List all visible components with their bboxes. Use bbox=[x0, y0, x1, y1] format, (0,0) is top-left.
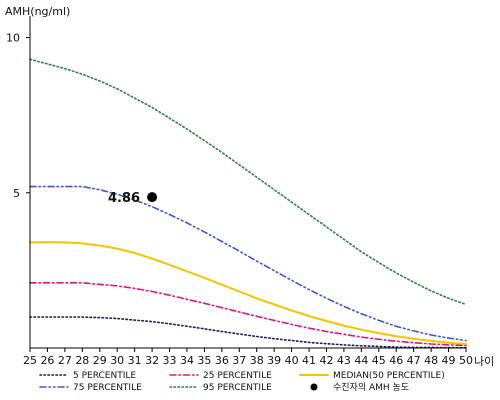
highlight-point-group: 4.86 bbox=[108, 191, 158, 206]
x-tick-label: 34 bbox=[180, 354, 194, 367]
x-tick-label: 44 bbox=[354, 354, 368, 367]
legend-label-25-percentile: 25 PERCENTILE bbox=[203, 371, 272, 381]
x-tick-label: 29 bbox=[93, 354, 107, 367]
highlight-point-marker bbox=[147, 192, 158, 203]
x-tick-label: 33 bbox=[163, 354, 177, 367]
series-line-25-percentile bbox=[29, 282, 467, 347]
x-tick-label: 40 bbox=[285, 354, 299, 367]
x-tick-label: 45 bbox=[372, 354, 386, 367]
y-axis-title: AMH(ng/ml) bbox=[5, 5, 70, 18]
legend-label-95-percentile: 95 PERCENTILE bbox=[203, 383, 272, 393]
x-tick-label: 36 bbox=[215, 354, 229, 367]
series-layer bbox=[29, 58, 467, 349]
series-line-75-percentile bbox=[29, 185, 467, 342]
x-tick-label: 37 bbox=[232, 354, 246, 367]
legend-swatch-highlight-point bbox=[310, 383, 318, 391]
axes bbox=[29, 16, 466, 349]
y-tick-label: 10 bbox=[6, 32, 20, 45]
x-tick-label: 31 bbox=[128, 354, 142, 367]
x-tick-label: 49 bbox=[442, 354, 456, 367]
highlight-point-label: 4.86 bbox=[108, 191, 140, 206]
x-tick-label: 47 bbox=[407, 354, 421, 367]
legend: 5 PERCENTILE 25 PERCENTILE MEDIAN(50 PERCE… bbox=[39, 371, 445, 393]
x-tick-label: 26 bbox=[40, 354, 54, 367]
x-tick-label: 50 bbox=[459, 354, 473, 367]
x-tick-label: 28 bbox=[75, 354, 89, 367]
x-tick-label: 46 bbox=[389, 354, 403, 367]
legend-label-highlight-point: 수진자의 AMH 농도 bbox=[333, 382, 409, 393]
y-axis-ticks: 5 10 bbox=[6, 32, 30, 200]
x-tick-label: 41 bbox=[302, 354, 316, 367]
x-tick-label: 48 bbox=[424, 354, 438, 367]
x-tick-label: 32 bbox=[145, 354, 159, 367]
x-tick-label: 39 bbox=[267, 354, 281, 367]
series-line-5-percentile bbox=[29, 316, 467, 349]
legend-label-5-percentile: 5 PERCENTILE bbox=[73, 371, 136, 381]
x-tick-label: 25 bbox=[23, 354, 37, 367]
x-tick-label: 43 bbox=[337, 354, 351, 367]
series-line-95-percentile bbox=[29, 58, 467, 306]
legend-label-75-percentile: 75 PERCENTILE bbox=[73, 383, 142, 393]
y-tick-label: 5 bbox=[13, 187, 20, 200]
legend-label-median-50-percentile: MEDIAN(50 PERCENTILE) bbox=[333, 371, 445, 381]
x-axis-ticks: 25 26 27 28 29 30 31 32 33 34 35 36 37 38 39 40 41 42 43 44… bbox=[23, 348, 473, 367]
x-tick-label: 38 bbox=[250, 354, 264, 367]
x-axis-title: 나이 bbox=[474, 355, 494, 368]
x-tick-label: 30 bbox=[110, 354, 124, 367]
x-tick-label: 27 bbox=[58, 354, 72, 367]
x-tick-label: 42 bbox=[319, 354, 333, 367]
x-tick-label: 35 bbox=[197, 354, 211, 367]
series-line-median-50-percentile bbox=[29, 241, 467, 345]
